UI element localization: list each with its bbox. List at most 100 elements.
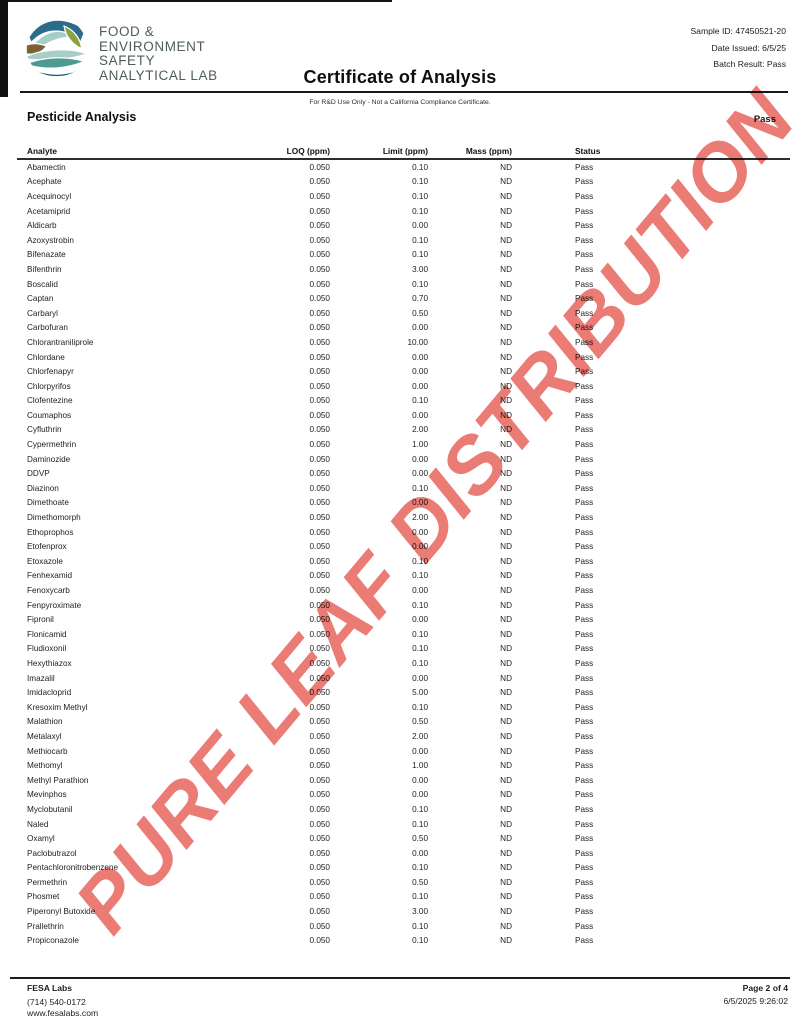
- limit-value: 2.00: [412, 731, 428, 741]
- limit-value: 0.00: [412, 352, 428, 362]
- mass-value: ND: [500, 279, 512, 289]
- table-row: Malathion 0.050 0.50 ND Pass: [17, 715, 790, 730]
- mass-value: ND: [500, 527, 512, 537]
- mass-value: ND: [500, 907, 512, 917]
- table-row: Piperonyl Butoxide 0.050 3.00 ND Pass: [17, 904, 790, 919]
- mass-value: ND: [500, 367, 512, 377]
- status-value: Pass: [575, 848, 594, 858]
- mass-value: ND: [500, 294, 512, 304]
- loq-value: 0.050: [309, 731, 331, 741]
- table-row: Flonicamid 0.050 0.10 ND Pass: [17, 627, 790, 642]
- table-row: Methomyl 0.050 1.00 ND Pass: [17, 758, 790, 773]
- limit-value: 1.00: [412, 761, 428, 771]
- loq-value: 0.050: [309, 425, 331, 435]
- status-value: Pass: [575, 279, 594, 289]
- analyte-name: Malathion: [27, 717, 63, 727]
- status-value: Pass: [575, 819, 594, 829]
- table-row: Fenhexamid 0.050 0.10 ND Pass: [17, 569, 790, 584]
- analyte-name: Fipronil: [27, 615, 54, 625]
- column-header-status: Status: [575, 145, 601, 156]
- status-value: Pass: [575, 673, 594, 683]
- status-value: Pass: [575, 206, 594, 216]
- table-row: Ethoprophos 0.050 0.00 ND Pass: [17, 525, 790, 540]
- mass-value: ND: [500, 250, 512, 260]
- limit-value: 0.00: [412, 454, 428, 464]
- limit-value: 0.00: [412, 790, 428, 800]
- analyte-name: Fludioxonil: [27, 644, 67, 654]
- table-row: Methiocarb 0.050 0.00 ND Pass: [17, 744, 790, 759]
- status-value: Pass: [575, 936, 594, 946]
- sample-id: Sample ID: 47450521-20: [690, 26, 786, 36]
- lab-name-line: FOOD &: [99, 24, 155, 39]
- status-value: Pass: [575, 221, 594, 231]
- table-row: Fenoxycarb 0.050 0.00 ND Pass: [17, 583, 790, 598]
- status-value: Pass: [575, 381, 594, 391]
- loq-value: 0.050: [309, 483, 331, 493]
- status-value: Pass: [575, 264, 594, 274]
- loq-value: 0.050: [309, 921, 331, 931]
- status-value: Pass: [575, 615, 594, 625]
- table-row: Chlorantraniliprole 0.050 10.00 ND Pass: [17, 335, 790, 350]
- scan-edge-left: [0, 0, 8, 97]
- lab-name-line: SAFETY: [99, 53, 156, 68]
- limit-value: 5.00: [412, 688, 428, 698]
- fesa-lab-logo-icon: [25, 16, 88, 79]
- table-row: DDVP 0.050 0.00 ND Pass: [17, 466, 790, 481]
- loq-value: 0.050: [309, 571, 331, 581]
- mass-value: ND: [500, 717, 512, 727]
- analyte-name: Prallethrin: [27, 921, 64, 931]
- analyte-name: Carbofuran: [27, 323, 68, 333]
- analyte-name: Fenhexamid: [27, 571, 73, 581]
- limit-value: 0.00: [412, 221, 428, 231]
- limit-value: 0.10: [412, 658, 428, 668]
- limit-value: 0.00: [412, 746, 428, 756]
- status-value: Pass: [575, 352, 594, 362]
- disclaimer-text: For R&D Use Only - Not a California Comp…: [309, 99, 491, 106]
- footer-divider: [10, 977, 790, 979]
- mass-value: ND: [500, 586, 512, 596]
- table-row: Imidacloprid 0.050 5.00 ND Pass: [17, 685, 790, 700]
- mass-value: ND: [500, 702, 512, 712]
- loq-value: 0.050: [309, 323, 331, 333]
- loq-value: 0.050: [309, 513, 331, 523]
- loq-value: 0.050: [309, 644, 331, 654]
- footer-company: FESA Labs: [27, 983, 73, 993]
- status-value: Pass: [575, 250, 594, 260]
- status-value: Pass: [575, 162, 594, 172]
- loq-value: 0.050: [309, 469, 331, 479]
- mass-value: ND: [500, 834, 512, 844]
- table-row: Fludioxonil 0.050 0.10 ND Pass: [17, 642, 790, 657]
- loq-value: 0.050: [309, 586, 331, 596]
- mass-value: ND: [500, 775, 512, 785]
- analyte-name: Methomyl: [27, 761, 63, 771]
- table-row: Cyfluthrin 0.050 2.00 ND Pass: [17, 423, 790, 438]
- loq-value: 0.050: [309, 848, 331, 858]
- loq-value: 0.050: [309, 556, 331, 566]
- analyte-name: DDVP: [27, 469, 50, 479]
- limit-value: 0.10: [412, 629, 428, 639]
- status-value: Pass: [575, 337, 594, 347]
- mass-value: ND: [500, 352, 512, 362]
- loq-value: 0.050: [309, 892, 331, 902]
- table-row: Propiconazole 0.050 0.10 ND Pass: [17, 933, 790, 948]
- mass-value: ND: [500, 819, 512, 829]
- limit-value: 3.00: [412, 907, 428, 917]
- analyte-name: Etofenprox: [27, 542, 67, 552]
- loq-value: 0.050: [309, 527, 331, 537]
- analyte-name: Oxamyl: [27, 834, 55, 844]
- date-issued: Date Issued: 6/5/25: [711, 42, 786, 53]
- section-title: Pesticide Analysis: [27, 110, 137, 124]
- mass-value: ND: [500, 162, 512, 172]
- table-row: Diazinon 0.050 0.10 ND Pass: [17, 481, 790, 496]
- table-row: Azoxystrobin 0.050 0.10 ND Pass: [17, 233, 790, 248]
- loq-value: 0.050: [309, 600, 331, 610]
- status-value: Pass: [575, 644, 594, 654]
- analyte-name: Chlorantraniliprole: [27, 337, 94, 347]
- mass-value: ND: [500, 571, 512, 581]
- status-value: Pass: [575, 892, 594, 902]
- mass-value: ND: [500, 323, 512, 333]
- status-value: Pass: [575, 629, 594, 639]
- footer-website: www.fesalabs.com: [27, 1007, 99, 1018]
- loq-value: 0.050: [309, 819, 331, 829]
